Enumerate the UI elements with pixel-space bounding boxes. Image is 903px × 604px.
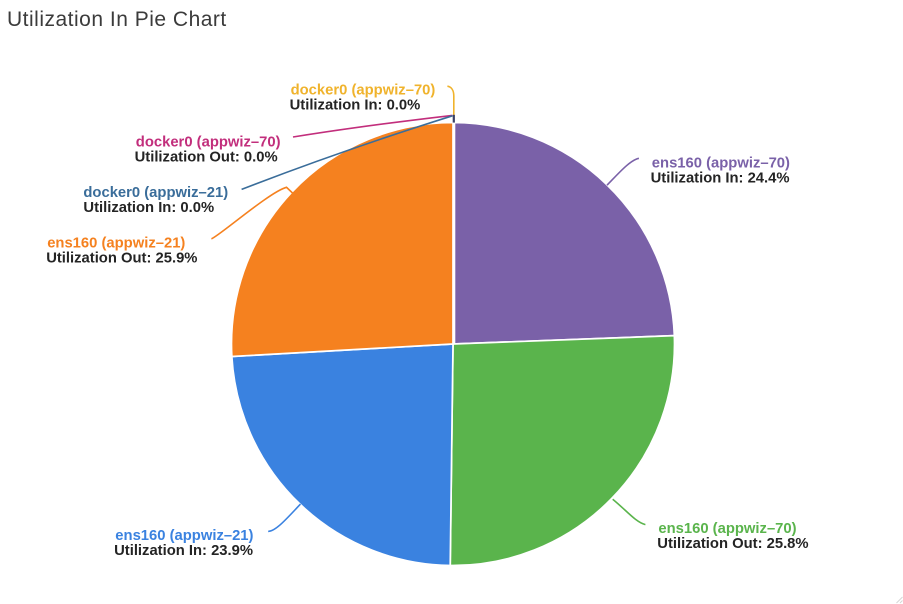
svg-text:docker0 (appwiz–70): docker0 (appwiz–70) xyxy=(136,135,281,151)
svg-text:ens160 (appwiz–21): ens160 (appwiz–21) xyxy=(47,235,185,251)
svg-text:ens160 (appwiz–21): ens160 (appwiz–21) xyxy=(115,528,253,544)
svg-text:docker0 (appwiz–21): docker0 (appwiz–21) xyxy=(83,185,228,201)
svg-text:Utilization In: 23.9%: Utilization In: 23.9% xyxy=(114,543,253,559)
svg-text:Utilization In: 0.0%: Utilization In: 0.0% xyxy=(290,98,421,114)
svg-text:Utilization In: 24.4%: Utilization In: 24.4% xyxy=(651,171,790,187)
svg-text:ens160 (appwiz–70): ens160 (appwiz–70) xyxy=(658,521,796,537)
svg-text:Utilization In Pie Chart: Utilization In Pie Chart xyxy=(7,8,227,31)
svg-text:Utilization Out: 25.9%: Utilization Out: 25.9% xyxy=(46,251,197,267)
svg-text:ens160 (appwiz–70): ens160 (appwiz–70) xyxy=(652,155,790,171)
svg-text:Utilization Out: 25.8%: Utilization Out: 25.8% xyxy=(657,536,808,552)
svg-text:Utilization Out: 0.0%: Utilization Out: 0.0% xyxy=(135,150,278,166)
svg-text:Utilization In: 0.0%: Utilization In: 0.0% xyxy=(83,200,214,216)
svg-text:docker0 (appwiz–70): docker0 (appwiz–70) xyxy=(291,83,436,99)
